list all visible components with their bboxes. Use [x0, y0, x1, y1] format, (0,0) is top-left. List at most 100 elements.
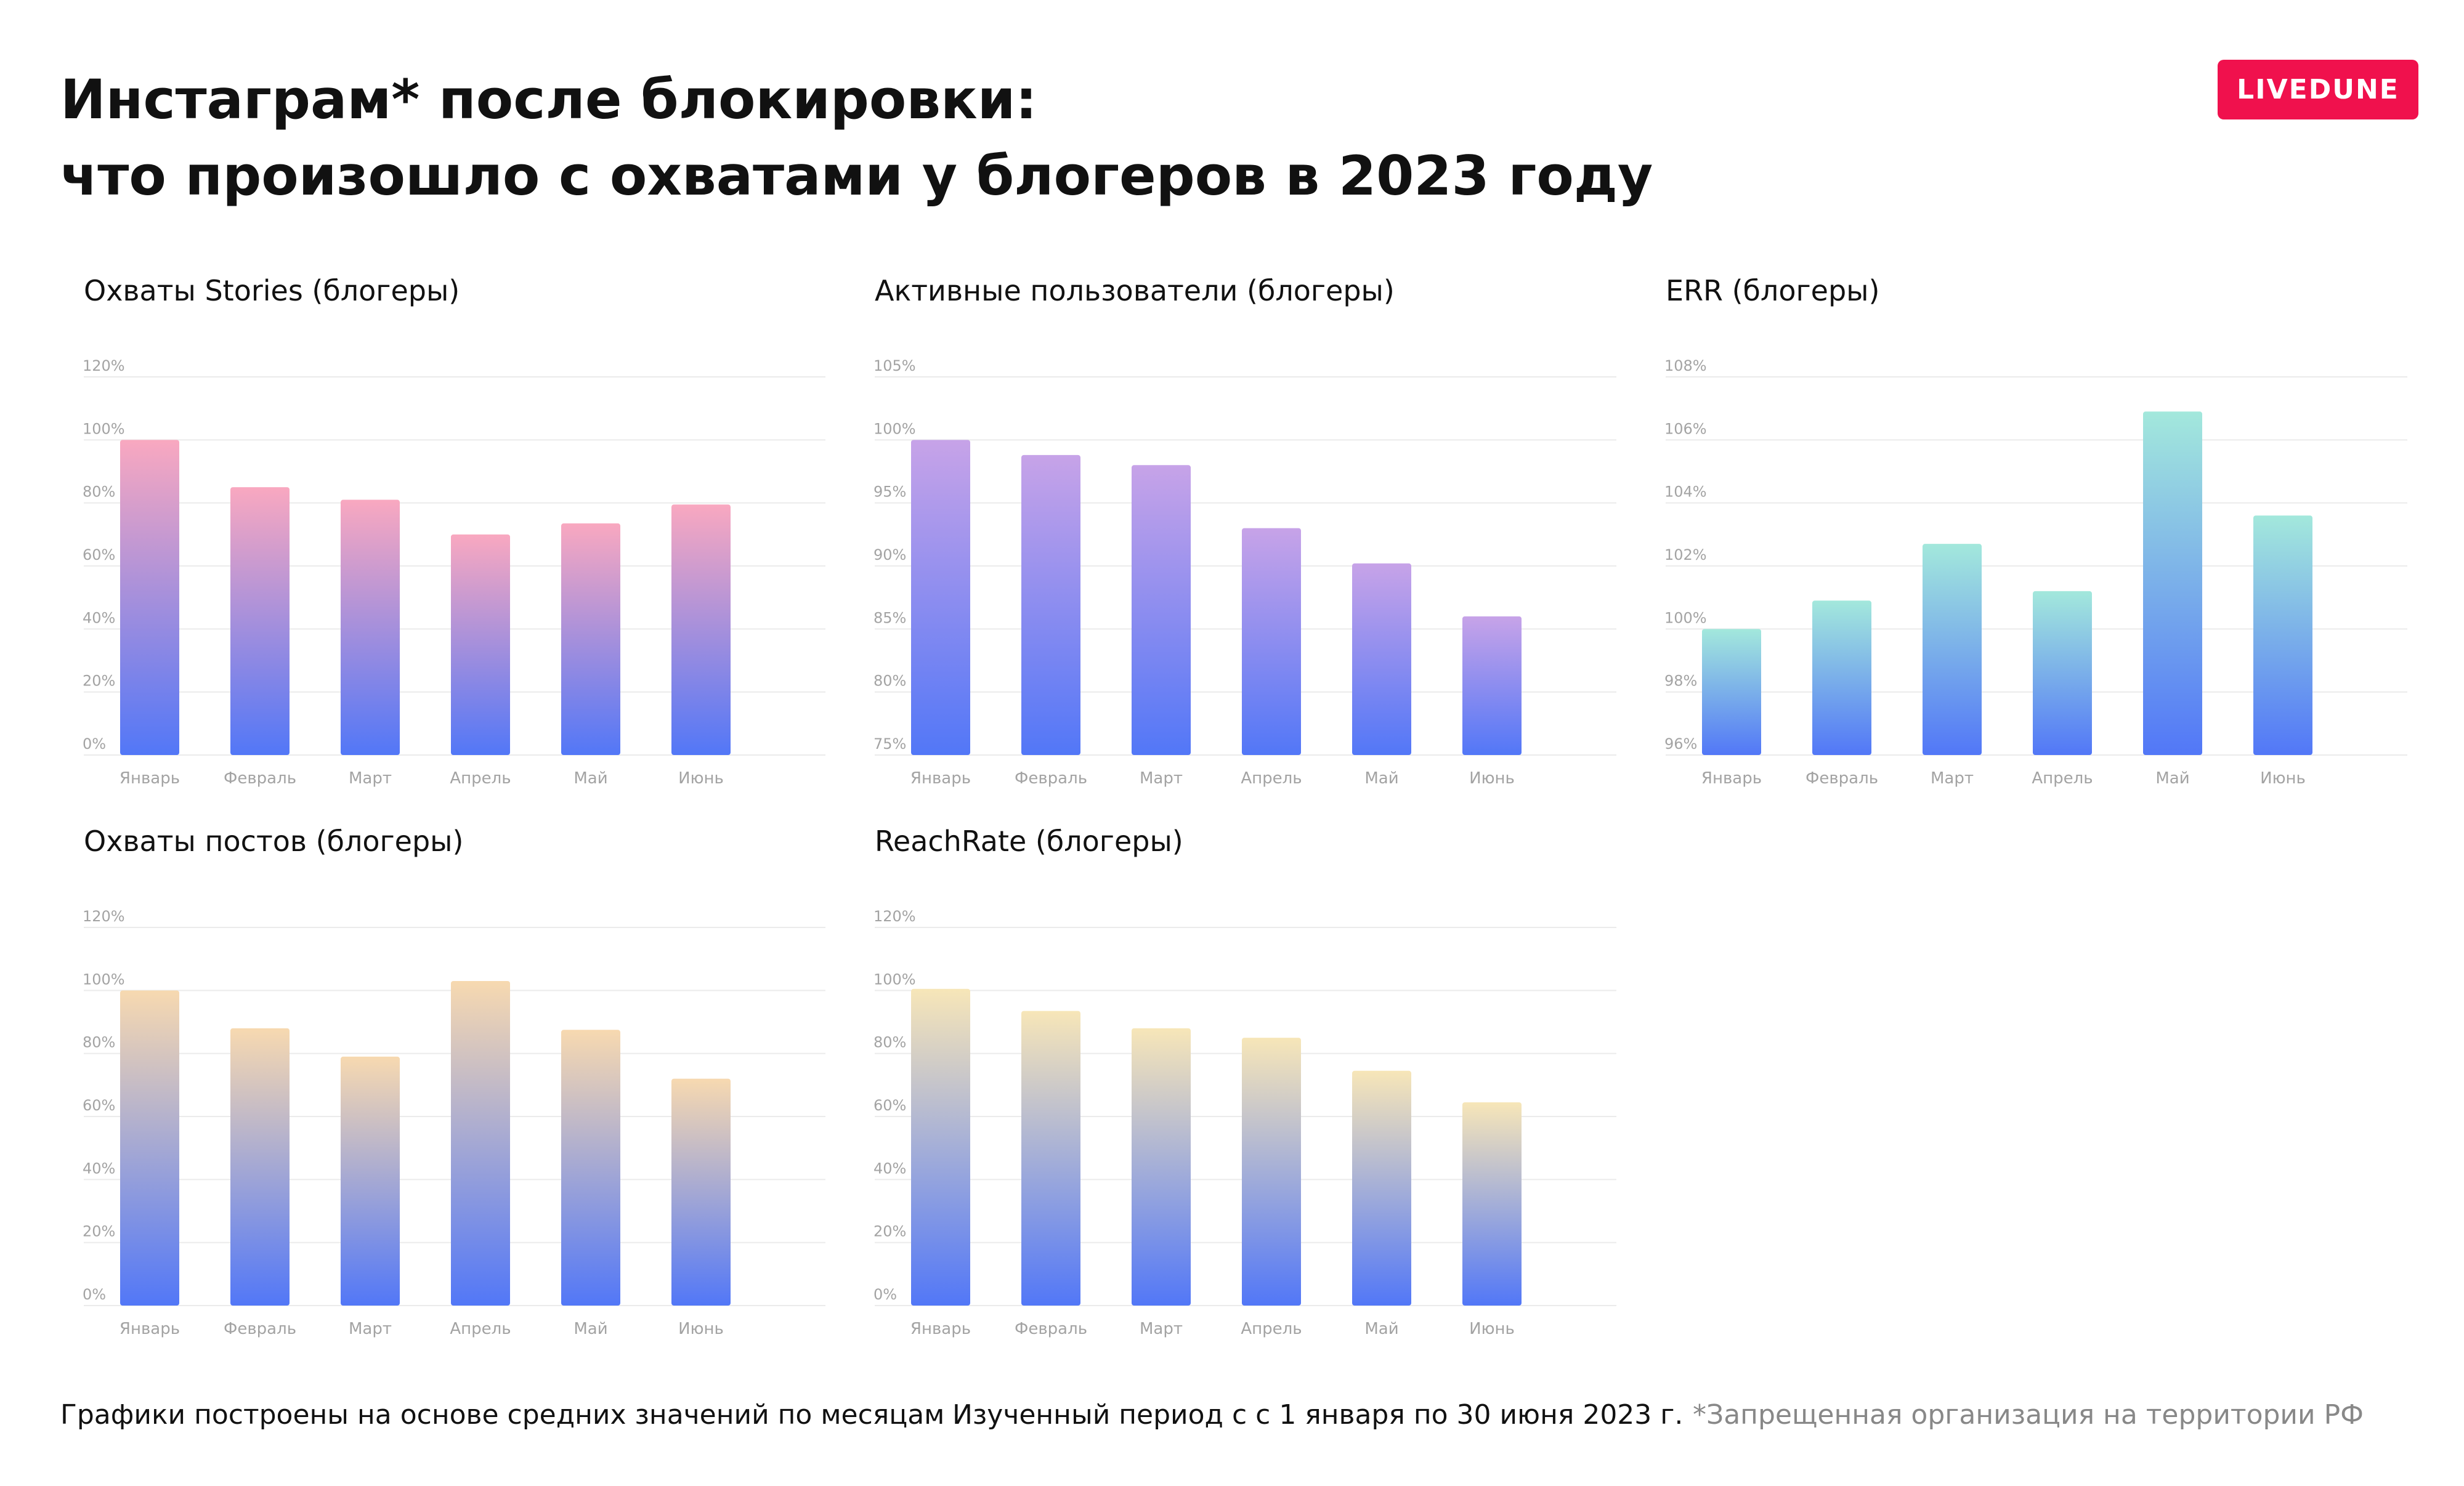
x-tick-label: Апрель: [1241, 769, 1302, 788]
y-tick-label: 40%: [873, 1160, 906, 1177]
chart-title-active-users: Активные пользователи (блогеры): [875, 274, 1395, 307]
bar: [451, 534, 510, 755]
footer-note-averages: Графики построены на основе средних знач…: [60, 1399, 945, 1431]
x-tick-label: Май: [573, 769, 607, 788]
bar: [451, 980, 510, 1306]
bar: [2143, 411, 2202, 755]
chart-stories: 0% 20% 40% 60% 80% 100% 120% Январь Февраль Март А…: [83, 357, 825, 788]
bar: [1702, 629, 1761, 755]
bar: [1462, 616, 1522, 755]
y-tick-label: 98%: [1664, 672, 1697, 690]
bar: [561, 523, 620, 755]
y-tick-label: 80%: [873, 672, 906, 690]
bar: [341, 499, 400, 755]
y-tick-label: 96%: [1664, 735, 1697, 753]
bar: [1021, 454, 1080, 755]
y-tick-label: 95%: [873, 483, 906, 501]
y-tick-label: 20%: [83, 1223, 115, 1240]
y-tick-label: 80%: [83, 483, 115, 501]
bar: [2253, 515, 2312, 755]
x-tick-label: Февраль: [224, 769, 296, 788]
y-tick-label: 75%: [873, 735, 906, 753]
chart-title-err: ERR (блогеры): [1666, 274, 1880, 307]
x-tick-label: Март: [1140, 769, 1183, 788]
page-title-line-1: Инстаграм* после блокировки:: [60, 68, 1037, 131]
chart-active-users: 75% 80% 85% 90% 95% 100% 105% Январь Февраль Март…: [873, 357, 1616, 788]
y-tick-label: 100%: [1664, 609, 1707, 626]
y-tick-label: 120%: [83, 908, 125, 925]
bar: [1352, 563, 1411, 755]
x-tick-label: Февраль: [1805, 769, 1878, 788]
y-tick-label: 100%: [83, 420, 125, 437]
x-tick-label: Апрель: [1241, 1320, 1302, 1338]
x-tick-label: Май: [573, 1320, 607, 1338]
y-tick-label: 100%: [873, 971, 916, 988]
chart-title-posts: Охваты постов (блогеры): [84, 825, 464, 858]
x-tick-label: Июнь: [678, 1320, 724, 1338]
bar: [230, 487, 290, 755]
y-tick-label: 60%: [83, 546, 115, 563]
bar: [120, 440, 179, 755]
x-tick-label: Январь: [910, 769, 971, 788]
x-tick-label: Май: [2155, 769, 2189, 788]
bar: [671, 504, 731, 755]
bar: [561, 1030, 620, 1306]
x-tick-label: Февраль: [224, 1320, 296, 1338]
y-tick-label: 0%: [83, 1286, 106, 1303]
page-title: Инстаграм* после блокировки: что произош…: [60, 62, 1653, 214]
x-tick-label: Июнь: [1469, 1320, 1515, 1338]
y-tick-label: 106%: [1664, 420, 1707, 437]
x-tick-label: Май: [1364, 1320, 1398, 1338]
y-tick-label: 20%: [873, 1223, 906, 1240]
x-tick-label: Июнь: [1469, 769, 1515, 788]
bar: [1021, 1011, 1080, 1306]
bar: [2033, 591, 2092, 755]
y-tick-label: 108%: [1664, 357, 1707, 374]
bar: [120, 990, 179, 1306]
chart-reachrate: 0% 20% 40% 60% 80% 100% 120% Январь Февраль Март А…: [873, 908, 1616, 1338]
x-tick-label: Май: [1364, 769, 1398, 788]
x-tick-label: Январь: [910, 1320, 971, 1338]
y-tick-label: 105%: [873, 357, 916, 374]
y-tick-label: 0%: [83, 735, 106, 753]
y-tick-label: 104%: [1664, 483, 1707, 501]
chart-err: 96% 98% 100% 102% 104% 106% 108% Январь Февраль М…: [1664, 357, 2407, 788]
bar: [1132, 465, 1191, 755]
y-tick-label: 102%: [1664, 546, 1707, 563]
bar: [1462, 1102, 1522, 1306]
bar: [911, 440, 970, 755]
bar: [1812, 600, 1871, 755]
y-tick-label: 90%: [873, 546, 906, 563]
y-tick-label: 60%: [83, 1097, 115, 1114]
bar: [230, 1028, 290, 1306]
x-tick-label: Февраль: [1015, 1320, 1087, 1338]
y-tick-label: 0%: [873, 1286, 897, 1303]
x-tick-label: Январь: [1701, 769, 1762, 788]
y-tick-label: 80%: [83, 1034, 115, 1051]
chart-posts: 0% 20% 40% 60% 80% 100% 120% Январь Февраль Март А…: [83, 908, 825, 1338]
footer-note-disclaimer: *Запрещенная организация на территории Р…: [1693, 1399, 2364, 1431]
x-tick-label: Март: [349, 1320, 392, 1338]
footer-note-period: Изученный период с с 1 января по 30 июня…: [952, 1399, 1684, 1431]
chart-title-reachrate: ReachRate (блогеры): [875, 825, 1183, 858]
x-tick-label: Январь: [120, 1320, 180, 1338]
y-tick-label: 85%: [873, 609, 906, 626]
y-tick-label: 80%: [873, 1034, 906, 1051]
bar: [671, 1078, 731, 1306]
bar: [341, 1056, 400, 1306]
x-tick-label: Июнь: [2260, 769, 2306, 788]
x-tick-label: Март: [1931, 769, 1974, 788]
x-tick-label: Февраль: [1015, 769, 1087, 788]
bar: [1923, 544, 1982, 755]
bar: [911, 988, 970, 1306]
chart-title-stories: Охваты Stories (блогеры): [84, 274, 460, 307]
x-tick-label: Март: [349, 769, 392, 788]
x-tick-label: Апрель: [450, 769, 511, 788]
y-tick-label: 40%: [83, 609, 115, 626]
livedune-logo[interactable]: LIVEDUNE: [2218, 60, 2418, 119]
x-tick-label: Июнь: [678, 769, 724, 788]
bar: [1242, 1038, 1301, 1306]
bar: [1242, 528, 1301, 755]
y-tick-label: 100%: [873, 420, 916, 437]
y-tick-label: 40%: [83, 1160, 115, 1177]
